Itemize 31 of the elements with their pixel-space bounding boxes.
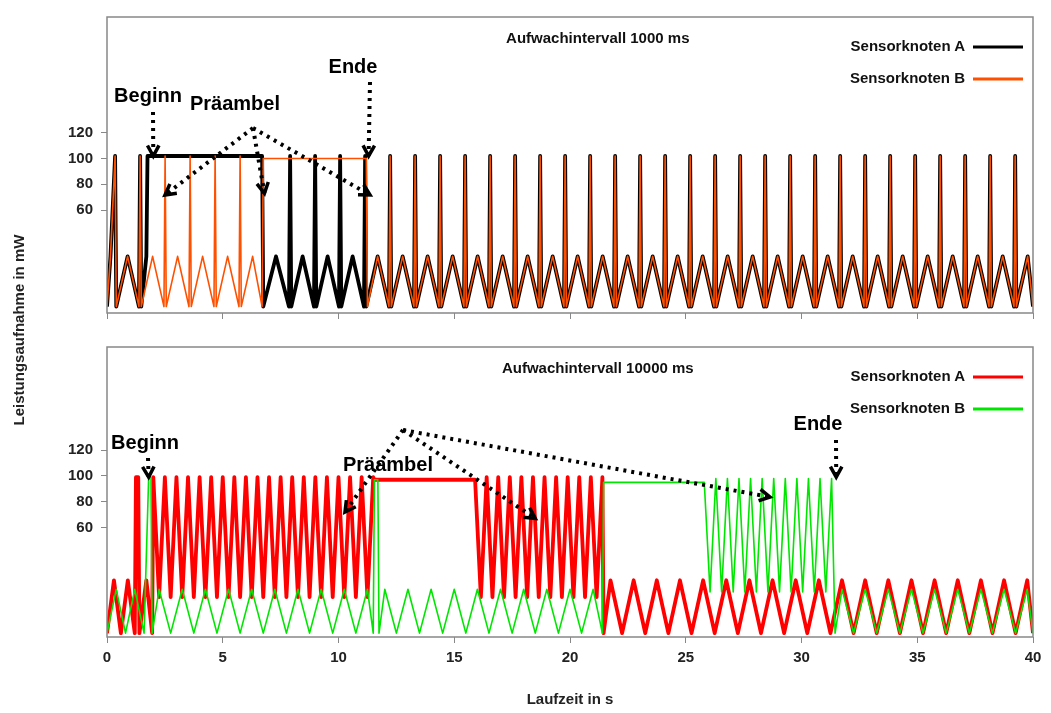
legend-label: Sensorknoten A: [850, 37, 966, 55]
x-axis-title: Laufzeit in s: [526, 690, 614, 708]
x-tick-label: 10: [330, 648, 347, 666]
annotation: Beginn: [114, 84, 182, 107]
x-tick-label: 40: [1024, 648, 1042, 666]
y-tick-label: 80: [76, 174, 93, 192]
x-tick-label: 0: [102, 648, 112, 666]
x-tick-label: 5: [218, 648, 227, 666]
text: Aufwachintervall 1000 ms: [506, 29, 690, 47]
legend-label: Sensorknoten B: [849, 69, 966, 87]
y-tick-label: 120: [67, 440, 93, 458]
text: Aufwachintervall 10000 ms: [501, 359, 694, 377]
annotation: Ende: [793, 412, 843, 435]
x-tick-label: 15: [445, 648, 463, 666]
annotation: Präambel: [342, 453, 434, 476]
annotation: Präambel: [189, 92, 281, 115]
legend-label: Sensorknoten B: [849, 399, 966, 417]
y-tick-label: 60: [76, 200, 93, 218]
y-tick-label: 60: [76, 517, 93, 535]
legend-label: Sensorknoten A: [850, 367, 966, 385]
annotation: Ende: [328, 55, 378, 78]
y-tick-label: 100: [67, 148, 93, 166]
y-tick-label: 100: [67, 466, 93, 484]
y-axis-title: Leistungsaufnahme in mW: [9, 234, 27, 426]
x-tick-label: 25: [677, 648, 695, 666]
x-tick-label: 30: [793, 648, 810, 666]
y-tick-label: 80: [76, 491, 93, 509]
annotation: Beginn: [111, 431, 179, 454]
y-tick-label: 120: [67, 122, 93, 140]
x-tick-label: 20: [561, 648, 579, 666]
x-tick-label: 35: [908, 648, 926, 666]
